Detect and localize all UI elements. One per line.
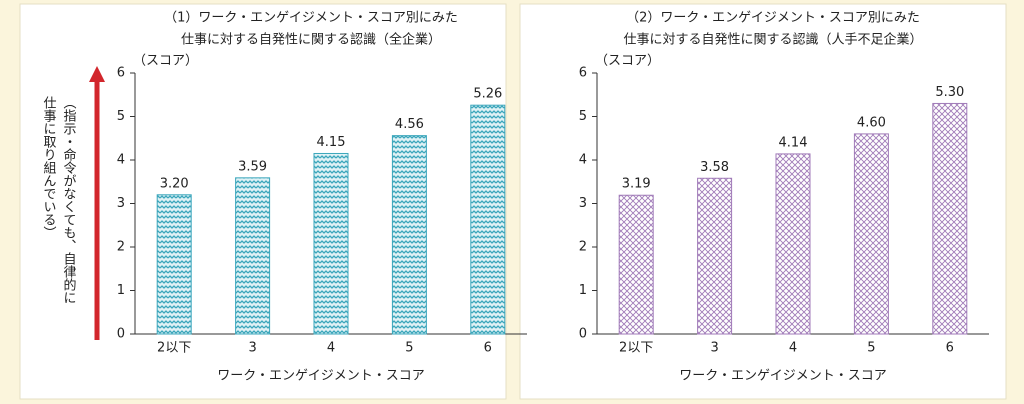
bar <box>697 177 733 335</box>
value-label: 4.15 <box>317 135 346 150</box>
value-label: 3.58 <box>700 160 729 175</box>
y-tick-label: 0 <box>579 327 587 342</box>
x-tick-label: 5 <box>405 341 413 356</box>
x-tick-label: 2以下 <box>619 341 653 356</box>
y-tick-label: 6 <box>117 66 125 81</box>
y-tick-label: 5 <box>579 109 587 124</box>
y-tick-label: 4 <box>579 153 587 168</box>
y-tick-label: 6 <box>579 66 587 81</box>
value-label: 3.19 <box>622 177 651 192</box>
chart-title: 仕事に対する自発性に関する認識（人手不足企業） <box>623 32 922 48</box>
y-tick-label: 1 <box>117 283 125 298</box>
panel <box>519 3 1007 400</box>
bar <box>932 102 968 335</box>
x-tick-label: 4 <box>327 341 335 356</box>
bar <box>618 194 654 335</box>
value-label: 4.14 <box>779 135 808 150</box>
y-tick-label: 5 <box>117 109 125 124</box>
bar <box>853 133 889 335</box>
y-tick-label: 2 <box>117 240 125 255</box>
x-axis-label: ワーク・エンゲイジメント・スコア <box>217 369 424 384</box>
y-tick-label: 2 <box>579 240 587 255</box>
x-tick-label: 6 <box>946 341 954 356</box>
x-tick-label: 3 <box>248 341 256 356</box>
bar <box>775 153 811 335</box>
y-tick-label: 3 <box>117 196 125 211</box>
value-label: 4.60 <box>857 115 886 130</box>
x-tick-label: 6 <box>484 341 492 356</box>
bar <box>391 135 427 335</box>
chart-title: （2）ワーク・エンゲイジメント・スコア別にみた <box>626 11 920 26</box>
x-tick-label: 5 <box>867 341 875 356</box>
y-axis-label: （指示・命令がなくても、自律的に <box>61 96 77 304</box>
bar <box>156 194 192 335</box>
chart-title: 仕事に対する自発性に関する認識（全企業） <box>181 32 441 48</box>
x-tick-label: 3 <box>710 341 718 356</box>
value-label: 4.56 <box>395 117 424 132</box>
arrow-head <box>89 66 105 82</box>
y-tick-label: 0 <box>117 327 125 342</box>
bar <box>470 104 506 335</box>
x-axis-label: ワーク・エンゲイジメント・スコア <box>679 369 886 384</box>
chart-title: （1）ワーク・エンゲイジメント・スコア別にみた <box>164 11 458 26</box>
x-tick-label: 2以下 <box>157 341 191 356</box>
value-label: 3.20 <box>160 176 189 191</box>
y-unit: （スコア） <box>595 54 660 69</box>
value-label: 5.30 <box>935 85 964 100</box>
y-tick-label: 3 <box>579 196 587 211</box>
value-label: 3.59 <box>238 159 267 174</box>
x-tick-label: 4 <box>789 341 797 356</box>
y-tick-label: 4 <box>117 153 125 168</box>
value-label: 5.26 <box>473 87 502 102</box>
bar <box>235 177 271 335</box>
y-unit: （スコア） <box>133 54 198 69</box>
y-tick-label: 1 <box>579 283 587 298</box>
bar <box>313 152 349 335</box>
y-axis-label: 仕事に取り組んでいる） <box>41 96 57 239</box>
